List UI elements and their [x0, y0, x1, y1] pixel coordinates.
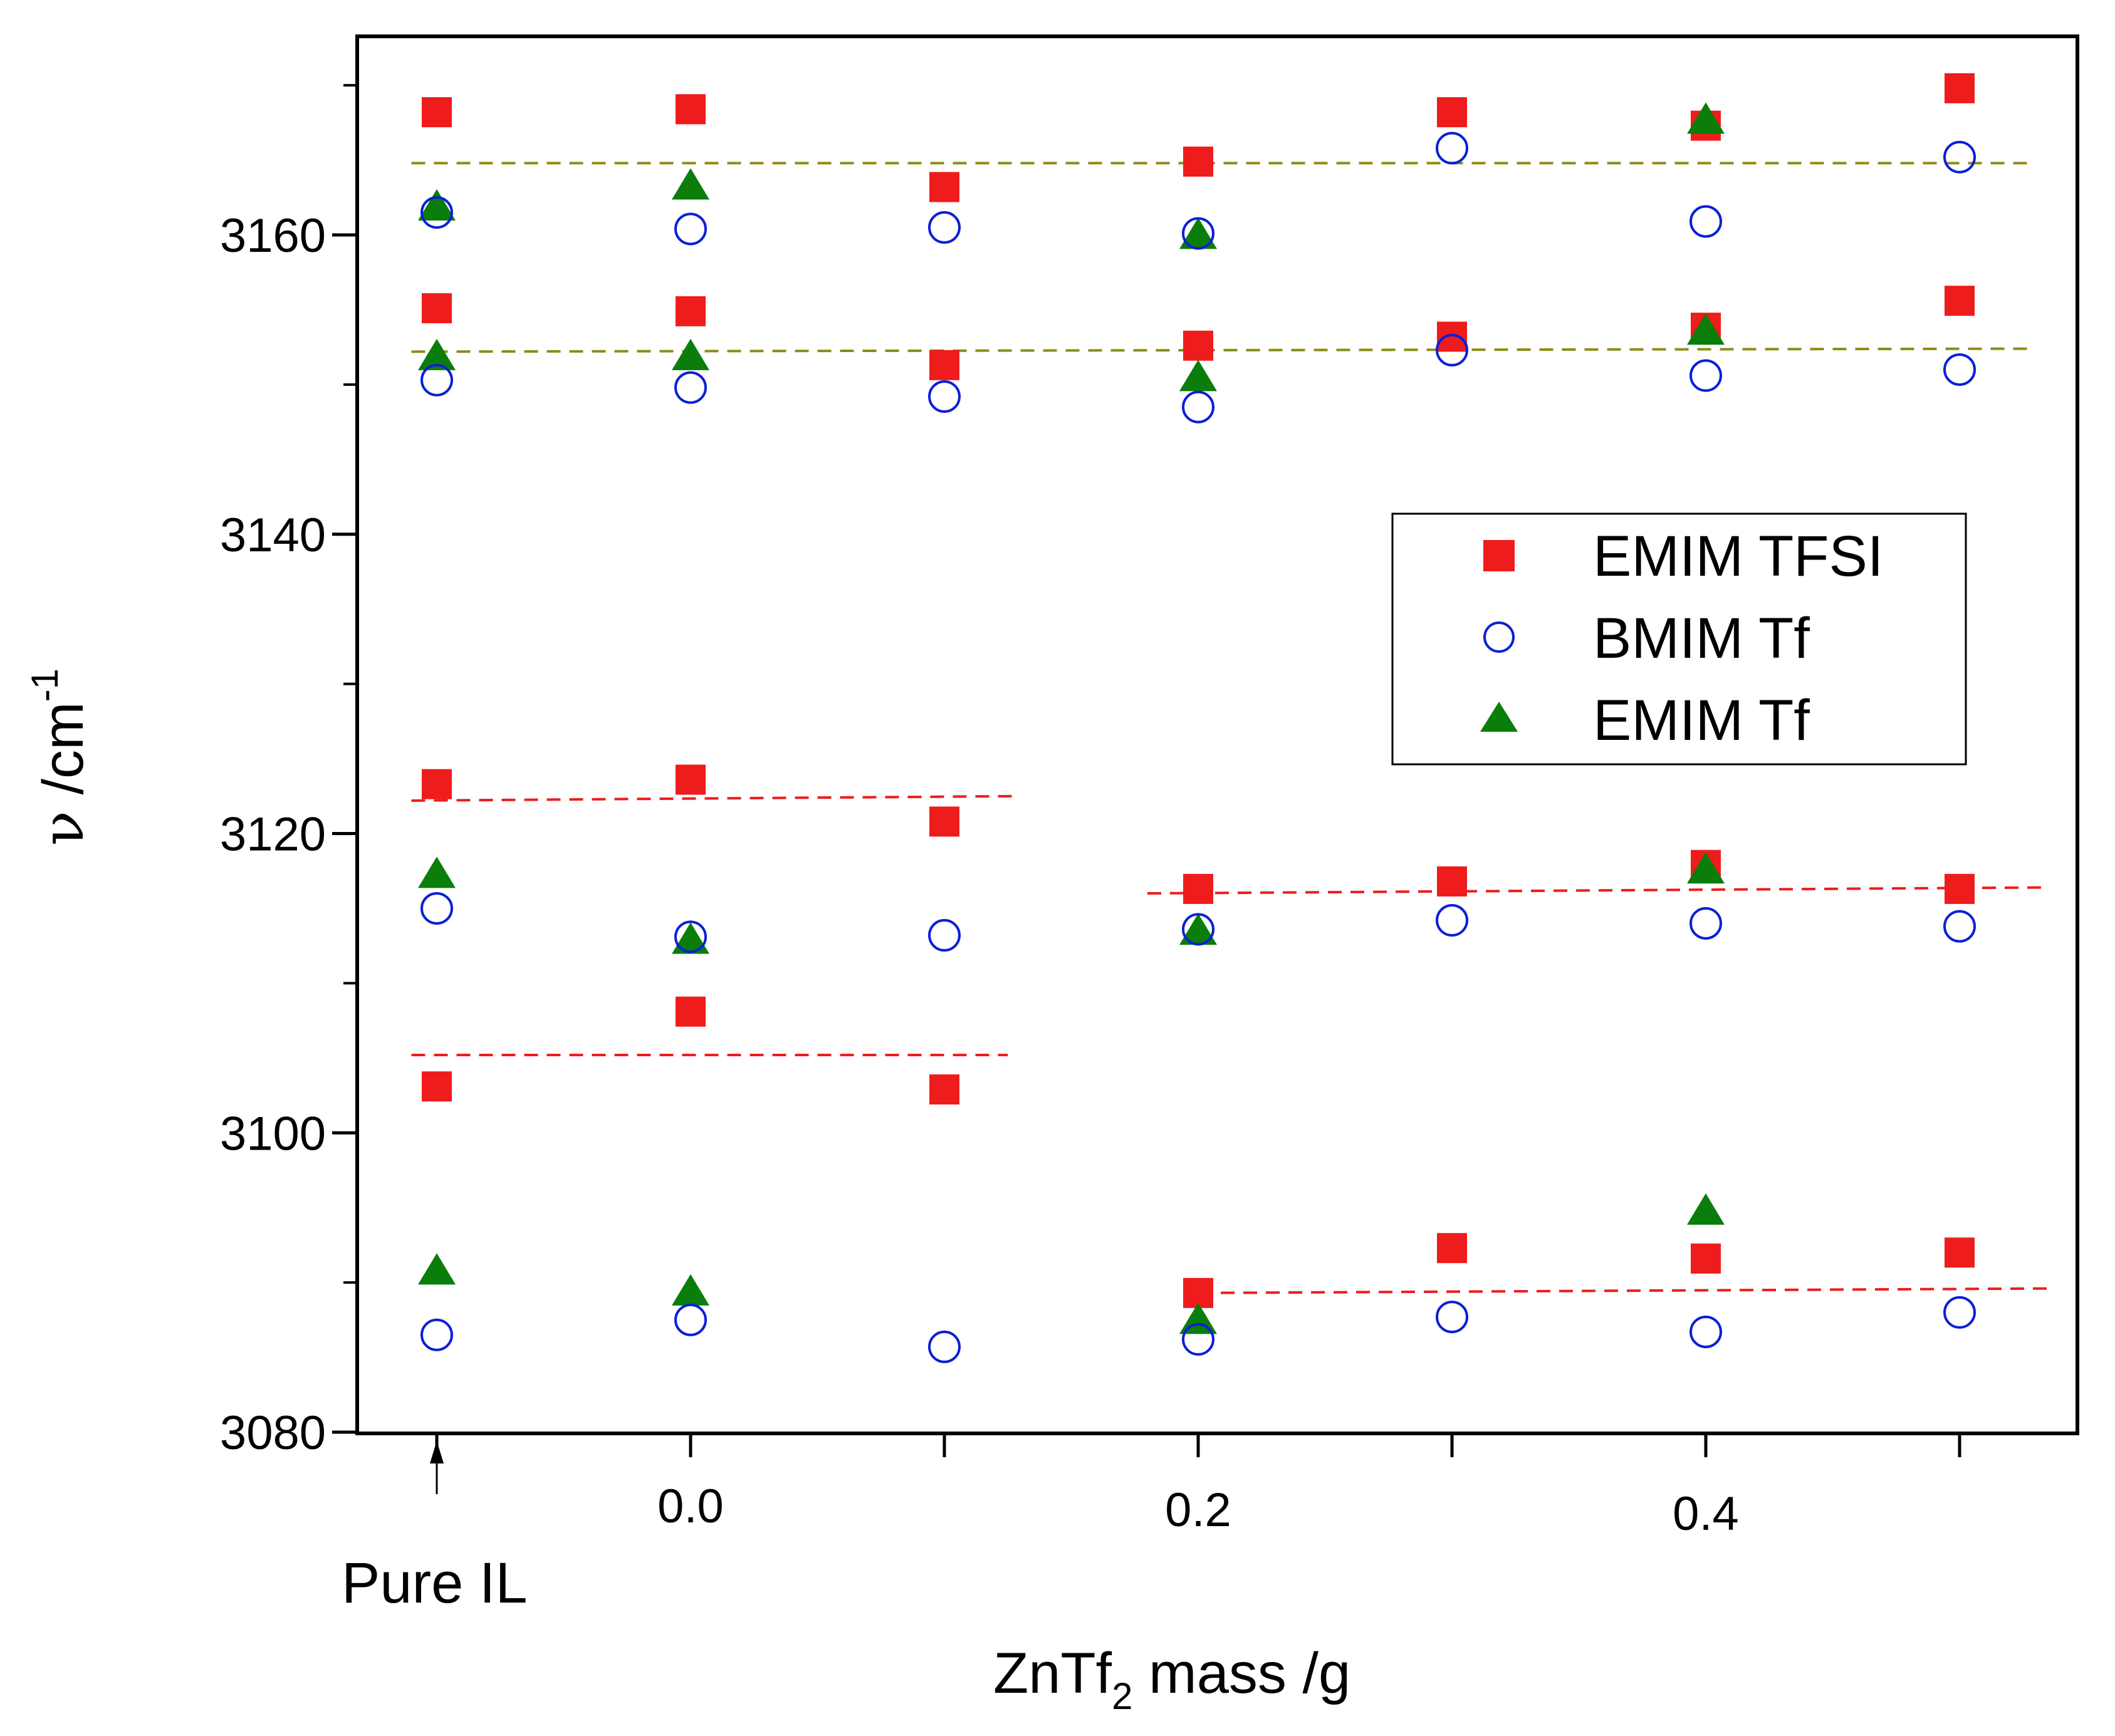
legend-label-bmim-tf: BMIM Tf [1593, 606, 1810, 670]
emim-tfsi-marker [1945, 873, 1975, 904]
y-axis-ticks: 3080 3100 3120 3140 3160 [220, 84, 357, 1460]
emim-tfsi-marker [1437, 866, 1467, 897]
y-tick-label: 3100 [220, 1107, 326, 1160]
emim-tfsi-marker [929, 1074, 959, 1104]
bmim-tf-marker [928, 918, 961, 952]
bmim-tf-marker [1436, 1301, 1468, 1334]
emim-tfsi-marker [1183, 146, 1213, 177]
bmim-tf-marker [928, 211, 961, 244]
bmim-tf-marker [1943, 140, 1976, 174]
bmim-tf-marker [674, 920, 707, 954]
emim-tfsi-marker [1691, 1243, 1721, 1274]
bmim-tf-marker [1689, 907, 1722, 940]
bmim-tf-marker [420, 363, 453, 397]
emim-tf-marker [1687, 852, 1725, 884]
emim-tf-marker [1687, 313, 1725, 345]
bmim-tf-marker [420, 891, 453, 925]
bmim-tf-marker [420, 196, 453, 229]
emim-tf-marker [1687, 1193, 1725, 1225]
bmim-tf-marker [674, 371, 707, 404]
emim-tfsi-marker [929, 172, 959, 202]
emim-tf-marker [1179, 217, 1217, 249]
bmim-tf-marker [1182, 913, 1214, 946]
emim-tf-marker [418, 856, 456, 888]
bmim-tf-marker [1689, 359, 1722, 392]
emim-tfsi-marker [422, 97, 452, 128]
x-tick-label: 0.0 [657, 1480, 724, 1533]
x-tick-label: 0.4 [1673, 1487, 1739, 1541]
emim-tf-marker [672, 922, 709, 954]
emim-tfsi-marker [422, 293, 452, 324]
emim-tf-marker [1179, 913, 1217, 945]
x-axis-ticks: 0.0 0.2 0.4 [435, 1433, 1961, 1541]
y-axis-title: ν /cm-1 [24, 668, 97, 846]
emim-tfsi-marker [929, 806, 959, 837]
y-tick-label: 3140 [220, 509, 326, 562]
legend: EMIM TFSI BMIM Tf EMIM Tf [1391, 512, 1967, 766]
emim-tf-marker [672, 1274, 709, 1306]
reference-lines [411, 162, 2049, 1294]
x-axis-title: ZnTf2 mass /g [993, 1641, 1350, 1717]
emim-tf-marker [418, 189, 456, 221]
emim-tf-marker [672, 168, 709, 200]
emim-tf-marker [418, 338, 456, 370]
emim-tfsi-marker [676, 296, 706, 326]
bmim-tf-marker [928, 1330, 961, 1363]
emim-tf-marker [1179, 360, 1217, 392]
bmim-tf-marker [674, 1303, 707, 1336]
data-markers [418, 73, 1976, 1363]
emim-tfsi-marker [1945, 286, 1975, 316]
emim-tfsi-marker [1183, 330, 1213, 361]
x-tick-label: 0.2 [1165, 1484, 1231, 1537]
legend-marker-emim-tfsi [1483, 540, 1515, 571]
emim-tfsi-marker [1183, 873, 1213, 904]
bmim-tf-marker [1943, 1296, 1976, 1329]
reference-line [411, 347, 2036, 353]
bmim-tf-marker [1182, 217, 1214, 250]
emim-tfsi-marker [1945, 1237, 1975, 1268]
reference-line [1198, 1287, 2049, 1294]
emim-tfsi-marker [676, 996, 706, 1027]
bmim-tf-marker [1689, 205, 1722, 238]
legend-marker-bmim-tf [1483, 621, 1515, 653]
y-tick-label: 3120 [220, 808, 326, 861]
pure-il-annotation: Pure IL [342, 1441, 528, 1615]
emim-tfsi-marker [1437, 1233, 1467, 1264]
legend-marker-emim-tf [1480, 702, 1518, 732]
legend-label-emim-tf: EMIM Tf [1593, 689, 1810, 752]
y-tick-label: 3080 [220, 1406, 326, 1460]
emim-tfsi-marker [1945, 73, 1975, 103]
emim-tfsi-marker [422, 1071, 452, 1102]
emim-tf-marker [672, 338, 709, 370]
annotation-label: Pure IL [342, 1551, 528, 1615]
emim-tf-marker [418, 1253, 456, 1285]
bmim-tf-marker [928, 380, 961, 413]
bmim-tf-marker [420, 1318, 453, 1351]
emim-tfsi-marker [676, 764, 706, 795]
bmim-tf-marker [674, 212, 707, 246]
legend-label-emim-tfsi: EMIM TFSI [1593, 524, 1883, 588]
emim-tfsi-marker [929, 350, 959, 380]
bmim-tf-marker [1182, 390, 1214, 424]
plot-frame [355, 34, 2079, 1435]
emim-tf-marker [1687, 102, 1725, 134]
y-tick-label: 3160 [220, 209, 326, 262]
bmim-tf-marker [1689, 1315, 1722, 1348]
reference-line [1147, 886, 2049, 895]
bmim-tf-marker [1436, 333, 1468, 366]
emim-tfsi-marker [1437, 321, 1467, 352]
emim-tfsi-marker [1437, 97, 1467, 128]
reference-line [411, 794, 1021, 802]
emim-tfsi-marker [676, 94, 706, 125]
bmim-tf-marker [1943, 910, 1976, 943]
bmim-tf-marker [1436, 132, 1468, 165]
bmim-tf-marker [1182, 1323, 1214, 1356]
bmim-tf-marker [1943, 353, 1976, 386]
annotation-arrow-head [430, 1441, 444, 1463]
emim-tfsi-marker [422, 769, 452, 799]
bmim-tf-marker [1436, 904, 1468, 937]
